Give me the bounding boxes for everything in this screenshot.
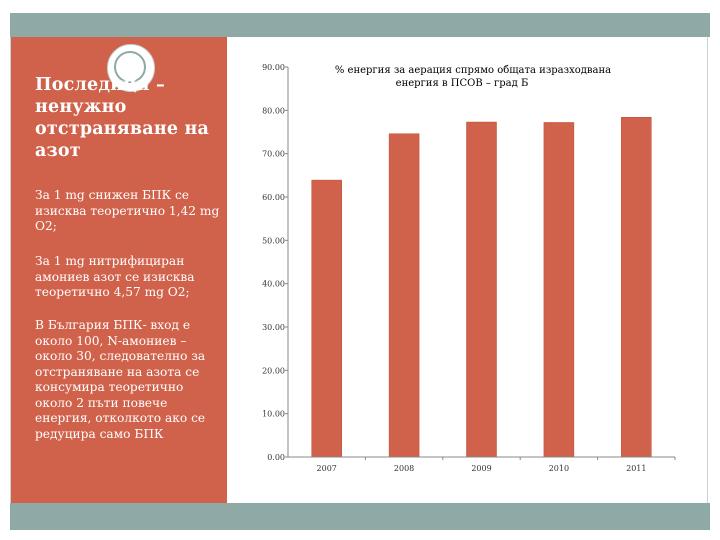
ring-ornament-icon (107, 44, 155, 92)
bar-2009 (466, 121, 497, 458)
slide-frame (10, 37, 708, 503)
y-tick-label: 20.00 (262, 366, 285, 375)
chart-title-line-1: % енергия за аерация спрямо общата израз… (335, 65, 611, 76)
bar-2007 (311, 179, 342, 458)
x-tick-label-2010: 2010 (549, 464, 569, 473)
y-tick-label: 0.00 (267, 453, 285, 462)
slide: Последици – ненужно отстраняване на азот… (10, 13, 710, 530)
bottom-accent-bar (10, 503, 710, 530)
top-accent-bar (10, 13, 710, 37)
x-tick-label-2008: 2008 (394, 464, 414, 473)
bar-2008 (388, 133, 420, 458)
bar-2011 (621, 117, 652, 458)
bar-2010 (543, 122, 575, 458)
ring-ornament-inner (114, 51, 146, 83)
y-tick-label: 40.00 (262, 280, 285, 289)
y-axis: 0.00 10.00 20.00 30.00 40.00 50.00 60.00 70.00 8… (262, 63, 289, 462)
left-text-panel: Последици – ненужно отстраняване на азот… (11, 37, 227, 503)
paragraph-bpk-oxygen: За 1 mg снижен БПК се изисква теоретично… (35, 188, 220, 233)
y-tick-label: 80.00 (262, 106, 285, 115)
x-tick-label-2007: 2007 (317, 464, 337, 473)
x-tick-label-2009: 2009 (471, 464, 491, 473)
paragraph-ammonium-oxygen: За 1 mg нитрифициран амониев азот се изи… (35, 254, 195, 299)
top-band (0, 0, 720, 16)
paragraph-bulgaria-energy: В България БПК- вход е около 100, N-амон… (35, 318, 206, 441)
panel-title: Последици – ненужно отстраняване на азот (35, 75, 210, 161)
y-tick-label: 30.00 (262, 323, 285, 332)
x-tick-label-2011: 2011 (626, 464, 646, 473)
chart-title: % енергия за аерация спрямо общата израз… (335, 65, 611, 89)
y-tick-label: 90.00 (262, 63, 285, 72)
y-tick-label: 10.00 (262, 410, 285, 419)
y-tick-label: 60.00 (262, 193, 285, 202)
bars (311, 117, 652, 458)
x-axis: 2007 2008 2009 2010 2011 (288, 456, 676, 473)
chart-title-line-2: енергия в ПСОВ – град Б (396, 78, 529, 89)
y-tick-label: 50.00 (262, 236, 285, 245)
y-tick-label: 70.00 (262, 150, 285, 159)
